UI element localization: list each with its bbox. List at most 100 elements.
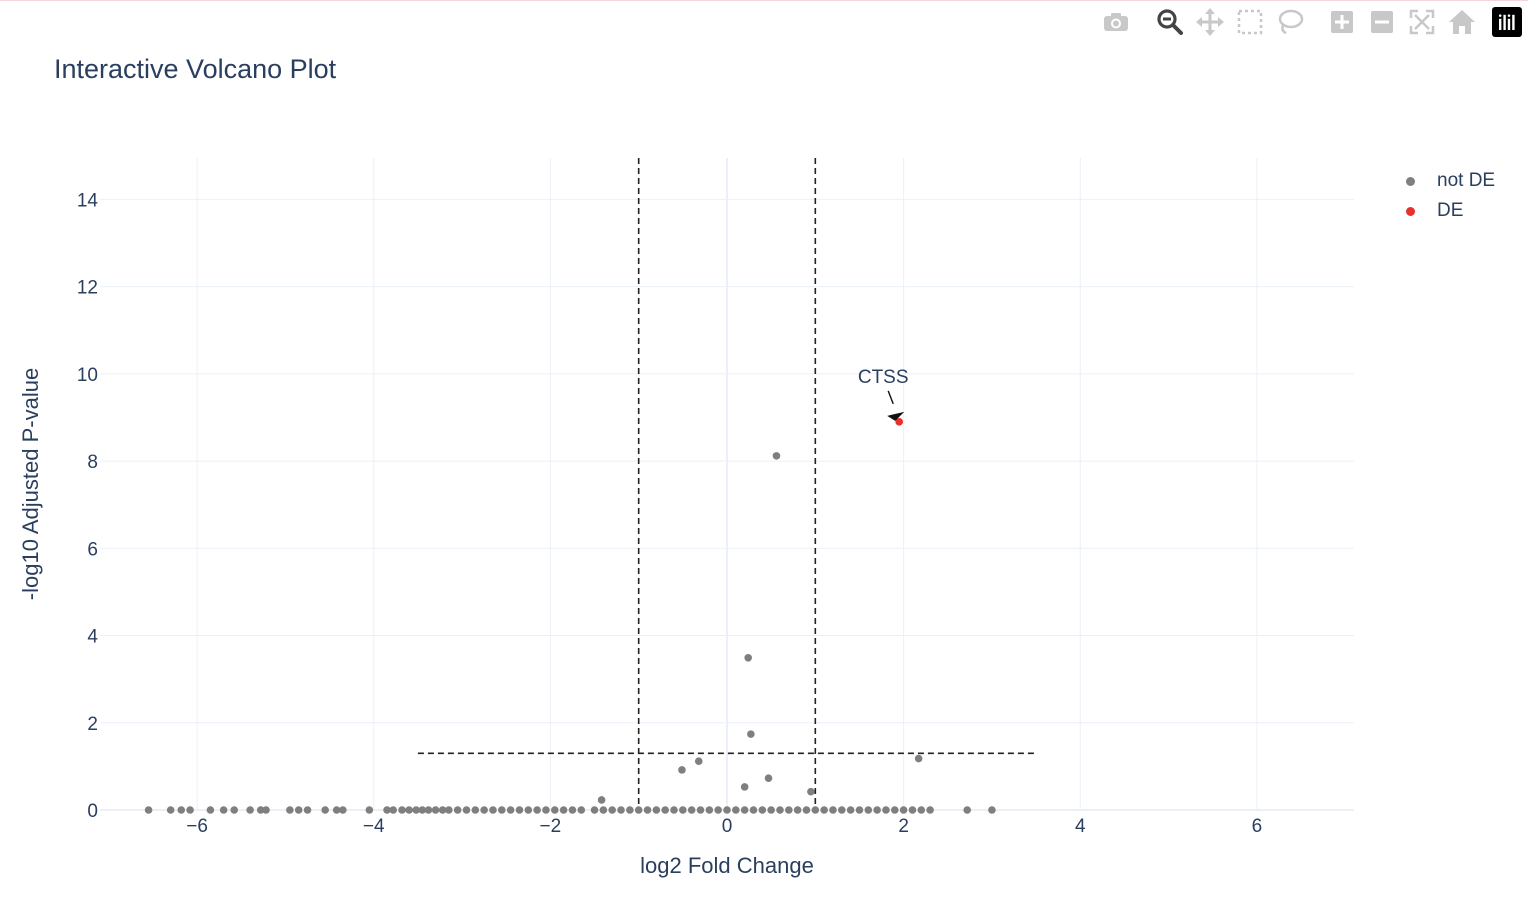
plotly-logo-icon[interactable] [1492,7,1522,37]
point-not-de[interactable] [740,806,749,814]
point-not-de[interactable] [749,806,758,814]
point-not-de[interactable] [321,806,329,814]
point-not-de[interactable] [988,806,996,814]
point-not-de[interactable] [166,806,175,814]
point-not-de[interactable] [332,806,341,814]
box-select-icon[interactable] [1230,4,1270,40]
point-not-de[interactable] [506,806,515,814]
point-not-de[interactable] [732,806,740,814]
point-not-de[interactable] [186,806,194,814]
point-not-de[interactable] [678,766,686,774]
point-not-de[interactable] [793,806,802,814]
point-not-de[interactable] [838,806,846,814]
point-not-de[interactable] [418,806,427,814]
point-not-de[interactable] [811,806,820,814]
lasso-icon[interactable] [1270,4,1310,40]
point-not-de[interactable] [740,783,749,791]
point-not-de[interactable] [694,757,703,765]
point-not-de[interactable] [480,806,488,814]
point-not-de[interactable] [696,806,705,814]
point-not-de[interactable] [597,796,606,804]
point-not-de[interactable] [389,806,397,814]
reset-axes-icon[interactable] [1442,4,1482,40]
point-not-de[interactable] [634,806,643,814]
camera-icon[interactable] [1096,4,1136,40]
point-not-de[interactable] [785,806,793,814]
point-not-de[interactable] [864,806,873,814]
point-not-de[interactable] [515,806,524,814]
point-not-de[interactable] [398,806,406,814]
point-not-de[interactable] [339,806,347,814]
point-not-de[interactable] [829,806,837,814]
point-not-de[interactable] [303,806,312,814]
point-not-de[interactable] [617,806,625,814]
point-not-de[interactable] [764,774,773,782]
point-not-de[interactable] [294,806,303,814]
point-not-de[interactable] [256,806,265,814]
point-not-de[interactable] [608,806,616,814]
point-not-de[interactable] [144,806,153,814]
point-not-de[interactable] [758,806,767,814]
point-not-de[interactable] [431,806,440,814]
point-not-de[interactable] [899,806,908,814]
point-not-de[interactable] [652,806,661,814]
point-not-de[interactable] [568,806,577,814]
point-not-de[interactable] [687,806,696,814]
point-not-de[interactable] [661,806,669,814]
point-not-de[interactable] [453,806,462,814]
point-not-de[interactable] [926,806,934,814]
point-not-de[interactable] [524,806,533,814]
point-not-de[interactable] [882,806,890,814]
point-not-de[interactable] [643,806,652,814]
point-not-de[interactable] [705,806,714,814]
point-not-de[interactable] [679,806,687,814]
point-not-de[interactable] [670,806,678,814]
zoom-out-icon[interactable] [1362,4,1402,40]
point-not-de[interactable] [489,806,497,814]
point-not-de[interactable] [383,806,391,814]
point-not-de[interactable] [246,806,254,814]
point-not-de[interactable] [890,806,899,814]
point-not-de[interactable] [846,806,855,814]
point-not-de[interactable] [914,754,923,763]
point-not-de[interactable] [498,806,506,814]
data-points[interactable] [144,418,996,814]
zoom-icon[interactable] [1150,4,1190,40]
point-not-de[interactable] [747,730,755,738]
point-not-de[interactable] [599,806,608,814]
point-not-de[interactable] [855,806,864,814]
point-not-de[interactable] [438,806,447,814]
point-de[interactable] [895,418,904,426]
point-not-de[interactable] [230,806,239,814]
point-not-de[interactable] [471,806,480,814]
legend-item-not-de[interactable]: not DE [1400,166,1495,196]
point-not-de[interactable] [206,806,215,814]
point-not-de[interactable] [445,806,453,814]
point-not-de[interactable] [772,452,781,460]
point-not-de[interactable] [219,806,228,814]
point-not-de[interactable] [908,806,917,814]
point-not-de[interactable] [802,806,811,814]
point-not-de[interactable] [744,653,752,662]
point-not-de[interactable] [542,806,550,814]
point-not-de[interactable] [963,806,972,814]
legend-item-de[interactable]: DE [1400,196,1495,226]
point-not-de[interactable] [177,806,186,814]
point-not-de[interactable] [412,806,420,814]
point-not-de[interactable] [767,806,775,814]
point-not-de[interactable] [533,806,541,814]
point-not-de[interactable] [559,806,568,814]
point-not-de[interactable] [405,806,413,814]
point-not-de[interactable] [820,806,828,814]
point-not-de[interactable] [807,787,815,796]
point-not-de[interactable] [723,806,731,814]
point-not-de[interactable] [365,806,374,814]
point-not-de[interactable] [873,806,881,814]
point-not-de[interactable] [424,806,433,814]
point-not-de[interactable] [714,806,722,814]
point-not-de[interactable] [550,806,559,814]
point-not-de[interactable] [262,806,270,814]
point-not-de[interactable] [462,806,471,814]
point-not-de[interactable] [577,806,586,814]
